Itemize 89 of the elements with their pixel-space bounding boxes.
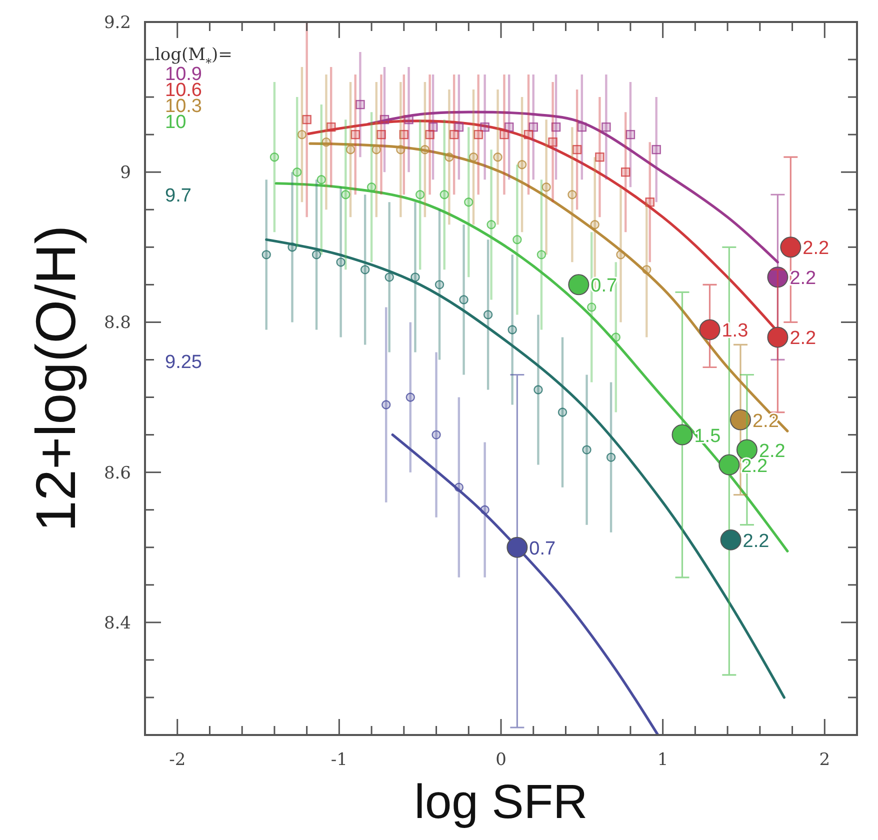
point xyxy=(262,250,271,260)
point xyxy=(483,310,493,320)
text: 9.7 xyxy=(165,186,192,207)
point xyxy=(415,190,425,200)
annotation: 2.2 xyxy=(790,328,816,350)
point xyxy=(292,168,302,177)
line-series xyxy=(265,238,786,699)
x-tick-label: -1 xyxy=(330,750,348,770)
x-axis-title: log SFR xyxy=(414,776,588,829)
y-tick-label: 8.6 xyxy=(104,463,131,484)
point xyxy=(432,430,441,440)
point xyxy=(595,152,604,162)
y-tick-label: 9.2 xyxy=(104,13,131,33)
point xyxy=(652,144,661,154)
point xyxy=(384,272,394,282)
point xyxy=(404,114,414,124)
line-series xyxy=(367,110,780,264)
point xyxy=(366,182,376,192)
point xyxy=(356,100,365,110)
annotation: 2.2 xyxy=(752,410,779,432)
point xyxy=(420,144,430,154)
x-tick-label: 2 xyxy=(819,750,830,770)
point xyxy=(606,452,616,462)
point xyxy=(297,130,307,140)
point xyxy=(350,130,360,140)
point xyxy=(558,408,568,417)
point xyxy=(568,190,577,200)
point xyxy=(464,198,474,207)
point xyxy=(316,175,326,184)
point xyxy=(517,160,527,170)
annotation: 1.3 xyxy=(722,320,748,342)
annotation: 0.7 xyxy=(529,538,556,560)
point xyxy=(587,302,596,312)
point xyxy=(468,152,478,162)
point xyxy=(493,152,502,162)
point xyxy=(341,190,350,200)
y-tick-label: 8.4 xyxy=(104,613,131,634)
point xyxy=(500,130,509,140)
point xyxy=(270,152,280,162)
point xyxy=(376,130,386,140)
point xyxy=(602,122,611,132)
point xyxy=(440,190,449,200)
y-axis-title: 12+log(O/H) xyxy=(24,225,87,532)
point xyxy=(582,445,592,454)
point xyxy=(396,144,406,154)
point xyxy=(382,400,391,410)
point xyxy=(616,250,626,260)
point xyxy=(480,505,490,514)
text: 9.25 xyxy=(165,352,202,373)
point xyxy=(444,152,454,162)
point xyxy=(542,182,551,192)
point xyxy=(480,122,490,132)
text: 10 xyxy=(165,112,186,133)
point xyxy=(512,235,522,244)
point xyxy=(548,137,558,147)
x-tick-label: 1 xyxy=(657,750,668,770)
point xyxy=(642,265,652,274)
point xyxy=(322,137,331,147)
point xyxy=(406,392,415,402)
annotation: 0.7 xyxy=(590,276,618,297)
point xyxy=(524,130,534,140)
point xyxy=(288,242,297,252)
point xyxy=(611,332,620,342)
point xyxy=(312,250,322,260)
point xyxy=(536,250,546,260)
annotation: 2.2 xyxy=(742,530,770,552)
point xyxy=(474,130,483,140)
point xyxy=(459,295,468,304)
point xyxy=(425,130,434,140)
point xyxy=(410,272,420,282)
point xyxy=(302,114,312,124)
point xyxy=(336,258,346,267)
point xyxy=(346,144,356,154)
point xyxy=(454,482,464,492)
point xyxy=(534,385,543,394)
point xyxy=(434,280,444,290)
annotation: 2.2 xyxy=(802,238,830,260)
point xyxy=(621,168,630,177)
y-tick-label: 9 xyxy=(120,163,131,184)
point xyxy=(508,325,517,334)
y-tick-label: 8.8 xyxy=(104,313,131,334)
x-tick-label: -2 xyxy=(169,750,186,770)
line-series xyxy=(391,433,660,735)
x-tick-label: 0 xyxy=(496,750,506,770)
point xyxy=(590,220,600,230)
point xyxy=(360,265,370,274)
point xyxy=(577,122,587,132)
point xyxy=(486,220,496,230)
point xyxy=(626,130,636,140)
